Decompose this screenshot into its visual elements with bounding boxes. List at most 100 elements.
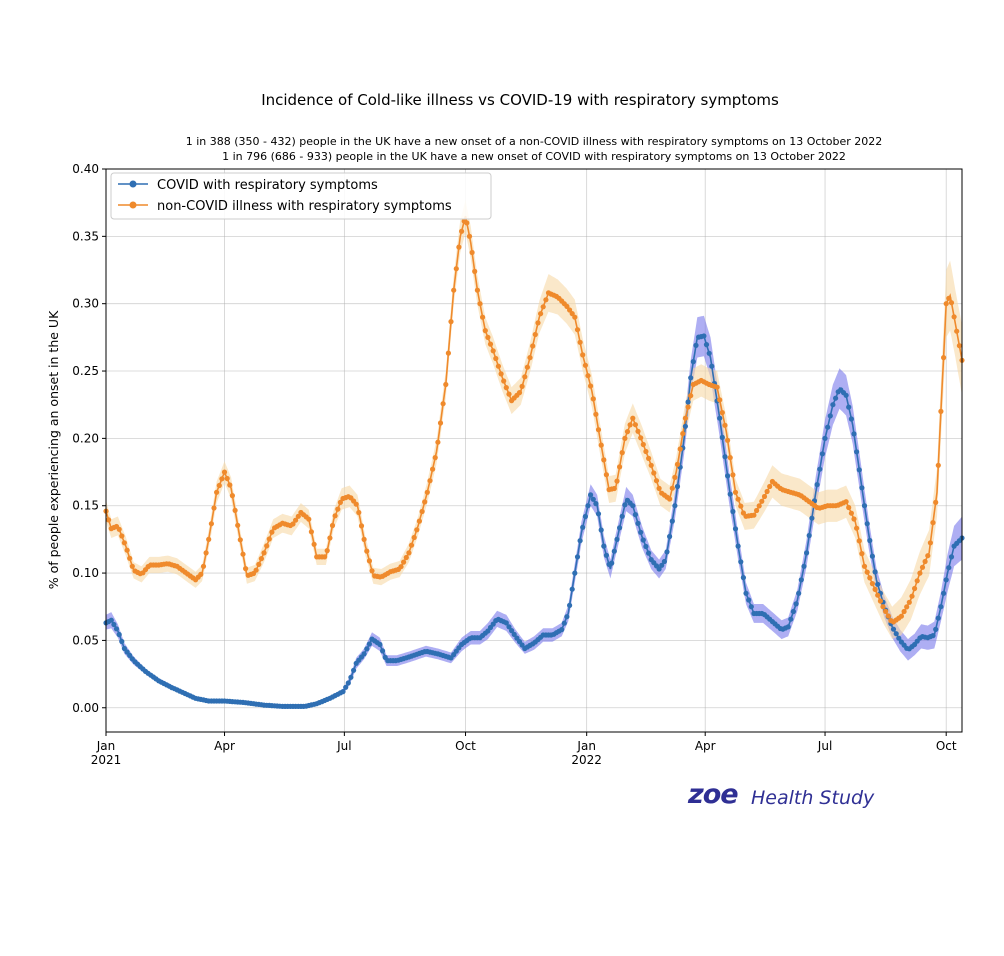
covid-data-point	[851, 431, 857, 437]
non-covid-data-point	[432, 455, 438, 461]
covid-data-point	[822, 435, 828, 441]
non-covid-data-point	[653, 478, 660, 484]
covid-data-point	[946, 565, 952, 571]
non-covid-data-point	[480, 314, 486, 320]
non-covid-data-point	[485, 334, 491, 340]
covid-data-point	[614, 536, 620, 543]
non-covid-data-point	[727, 455, 733, 461]
non-covid-data-point	[883, 608, 889, 615]
plot-area	[103, 168, 965, 733]
covid-data-point	[601, 543, 607, 549]
non-covid-data-point	[867, 575, 873, 581]
non-covid-data-point	[635, 428, 641, 434]
non-covid-data-point	[211, 505, 217, 511]
non-covid-data-point	[264, 543, 270, 549]
series-lines	[105, 215, 963, 708]
non-covid-data-point	[121, 540, 127, 546]
covid-data-point	[667, 533, 673, 540]
non-covid-data-point	[535, 320, 541, 326]
covid-data-point	[896, 635, 902, 641]
legend: COVID with respiratory symptoms non-COVI…	[110, 172, 492, 220]
covid-data-point	[609, 560, 615, 566]
non-covid-data-point	[487, 341, 494, 347]
non-covid-data-point	[451, 287, 457, 293]
non-covid-data-point	[872, 586, 878, 593]
covid-data-point	[569, 586, 575, 592]
non-covid-confidence-band	[106, 200, 962, 640]
non-covid-data-point	[909, 593, 915, 599]
non-covid-data-point	[106, 517, 112, 523]
covid-data-point	[682, 423, 689, 429]
covid-data-point	[706, 350, 712, 356]
covid-data-point	[611, 548, 617, 554]
non-covid-data-point	[669, 485, 675, 491]
non-covid-data-point	[580, 352, 586, 358]
non-covid-data-point	[237, 537, 243, 543]
y-tick-label: 0.25	[72, 364, 99, 378]
non-covid-data-point	[595, 427, 602, 433]
covid-data-point	[559, 627, 565, 633]
non-covid-data-point	[848, 510, 855, 516]
covid-data-point	[746, 597, 752, 603]
non-covid-data-point	[611, 485, 617, 492]
covid-data-point	[595, 511, 602, 517]
non-covid-data-point	[443, 381, 449, 388]
non-covid-data-point	[885, 613, 891, 619]
covid-data-point	[661, 558, 668, 565]
non-covid-data-point	[322, 554, 328, 560]
covid-data-point	[827, 413, 833, 419]
non-covid-data-point	[946, 295, 952, 301]
y-axis-ticks: 0.00 0.05 0.10 0.15 0.20 0.25 0.30 0.35 0.40	[72, 162, 106, 715]
non-covid-data-point	[329, 522, 336, 529]
non-covid-data-point	[864, 569, 870, 575]
non-covid-data-point	[495, 363, 501, 369]
x-tick-label: Oct	[936, 739, 957, 753]
non-covid-data-point	[603, 472, 610, 478]
covid-data-point	[748, 604, 754, 610]
covid-data-point	[893, 631, 899, 637]
covid-data-point	[669, 518, 675, 524]
covid-data-point	[809, 515, 815, 521]
covid-data-point	[377, 641, 383, 648]
non-covid-data-point	[622, 435, 628, 441]
non-covid-data-point	[369, 568, 375, 574]
covid-data-point	[943, 577, 949, 583]
logo-suffix: Health Study	[751, 787, 875, 809]
non-covid-data-point	[725, 437, 731, 443]
covid-data-point	[635, 520, 641, 527]
covid-data-point	[572, 570, 578, 576]
covid-data-point	[511, 631, 517, 638]
non-covid-data-point	[588, 383, 594, 389]
non-covid-data-point	[448, 319, 454, 325]
covid-data-point	[343, 684, 349, 690]
covid-data-point	[630, 503, 636, 509]
covid-data-point	[364, 646, 370, 652]
non-covid-data-point	[124, 547, 130, 553]
non-covid-data-point	[540, 304, 546, 310]
covid-data-point	[585, 503, 591, 509]
non-covid-data-point	[875, 592, 881, 598]
non-covid-data-point	[601, 457, 607, 463]
chart-subtitle-line-2: 1 in 796 (686 - 933) people in the UK ha…	[222, 150, 846, 163]
non-covid-data-point	[364, 548, 370, 554]
non-covid-data-point	[598, 442, 604, 448]
non-covid-data-point	[759, 498, 765, 504]
non-covid-data-point	[532, 331, 538, 338]
x-tick-label: Jan	[576, 739, 596, 753]
non-covid-data-point	[851, 516, 857, 522]
non-covid-data-point	[846, 504, 852, 511]
non-covid-data-point	[954, 328, 960, 334]
non-covid-data-point	[943, 301, 949, 307]
covid-data-point	[864, 521, 870, 527]
non-covid-data-point	[266, 536, 272, 542]
covid-data-point	[688, 375, 694, 381]
non-covid-data-point	[335, 506, 341, 512]
covid-data-point	[738, 559, 744, 565]
non-covid-data-point	[456, 244, 462, 250]
non-covid-data-point	[880, 604, 886, 610]
covid-data-point	[366, 641, 372, 647]
covid-data-point	[590, 496, 596, 502]
covid-data-point	[108, 617, 114, 623]
legend-swatch-covid-marker	[129, 180, 137, 188]
non-covid-data-point	[688, 393, 694, 399]
